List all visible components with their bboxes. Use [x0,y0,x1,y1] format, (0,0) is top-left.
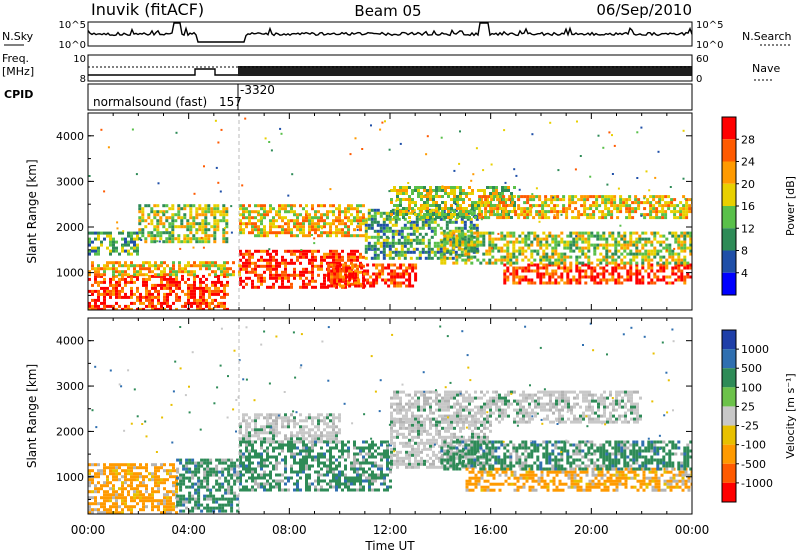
velocity-region-0 [88,463,178,514]
freq-tick-high: 10 [73,54,86,65]
nsky-tick-low: 10^0 [59,40,86,51]
velocity-colorbar-tick-6: -500 [741,458,766,471]
nave-tick-high: 60 [696,54,709,65]
velocity-colorbar-tick-5: -100 [741,439,766,452]
power-region-3 [138,204,229,244]
power-colorbar-label: Power [dB] [784,176,797,236]
velocity-y-tick-1: 2000 [56,425,84,438]
station-title: Inuvik (fitACF) [91,0,204,19]
velocity-colorbar-seg-3 [722,387,736,407]
x-tick-3: 12:00 [373,523,408,537]
velocity-y-axis-label: Slant Range [km] [25,364,39,468]
power-colorbar-seg-1 [722,139,736,162]
velocity-colorbar-tick-7: -1000 [741,477,773,490]
power-colorbar: 4 8 12 16 20 24 28 Power [dB] [721,116,797,296]
x-tick-4: 16:00 [473,523,508,537]
nsearch-tick-low: 10^0 [696,40,723,51]
nsearch-label: N.Search [742,30,792,43]
power-y-tick-1: 2000 [56,221,84,234]
x-tick-5: 20:00 [574,523,609,537]
nave-tick-low: 0 [696,74,702,85]
power-panel: 1000 2000 3000 4000 Slant Range [km] [25,112,693,311]
power-colorbar-seg-0 [722,117,736,140]
velocity-colorbar-seg-4 [722,406,736,426]
x-axis-label: Time UT [364,539,415,553]
velocity-colorbar-seg-2 [722,368,736,388]
power-colorbar-tick-5: 24 [741,156,755,169]
x-tick-0: 00:00 [71,523,106,537]
velocity-colorbar-seg-1 [722,349,736,369]
freq-label: Freq. [2,52,29,65]
nave-label: Nave [752,62,780,75]
velocity-y-tick-3: 4000 [56,335,84,348]
velocity-colorbar-label: Velocity [m s⁻¹] [784,373,797,458]
velocity-colorbar-seg-5 [722,425,736,445]
power-colorbar-tick-4: 20 [741,178,755,191]
power-region-6 [327,263,418,288]
power-colorbar-tick-6: 28 [741,133,755,146]
power-region-10 [503,263,692,285]
x-tick-2: 08:00 [272,523,307,537]
power-colorbar-tick-0: 4 [741,267,748,280]
cpid-value-1: 157 [219,95,242,109]
power-y-tick-0: 1000 [56,267,84,280]
freq-panel: Freq. [MHz] 10 8 60 0 Nave [2,52,780,85]
velocity-region-6 [465,467,692,492]
date-title: 06/Sep/2010 [596,1,692,19]
velocity-colorbar: 1000 500 100 25 -25 -100 -500 -1000 Velocity [m … [721,329,797,503]
freq-tick-low: 8 [80,74,86,85]
power-colorbar-seg-7 [722,272,736,295]
cpid-label: CPID [4,88,33,101]
power-colorbar-seg-4 [722,206,736,229]
velocity-y-tick-0: 1000 [56,471,84,484]
velocity-colorbar-tick-4: -25 [741,420,759,433]
velocity-colorbar-tick-2: 100 [741,381,762,394]
power-colorbar-seg-6 [722,250,736,273]
power-colorbar-seg-3 [722,183,736,206]
velocity-colorbar-seg-0 [722,330,736,350]
power-y-tick-2: 3000 [56,175,84,188]
x-tick-1: 04:00 [171,523,206,537]
power-region-11 [440,231,692,265]
velocity-region-5 [390,390,642,424]
x-tick-6: 00:00 [675,523,710,537]
freq-unit: [MHz] [2,65,34,78]
power-region-1 [88,261,241,277]
power-colorbar-tick-2: 12 [741,222,755,235]
velocity-y-tick-2: 3000 [56,380,84,393]
power-colorbar-seg-2 [722,161,736,184]
power-region-9 [478,195,692,220]
power-region-2 [88,231,139,256]
power-colorbar-tick-3: 16 [741,200,755,213]
velocity-colorbar-tick-3: 25 [741,400,755,413]
beam-title: Beam 05 [354,2,421,20]
nsky-label: N.Sky [2,30,34,43]
cpid-panel: CPID normalsound (fast) 157 -3320 [4,83,693,111]
power-colorbar-tick-1: 8 [741,245,748,258]
velocity-region-1 [176,458,240,513]
velocity-colorbar-seg-8 [722,482,736,502]
velocity-colorbar-seg-6 [722,444,736,464]
velocity-colorbar-seg-7 [722,463,736,483]
velocity-region-3 [239,413,341,444]
power-y-axis-label: Slant Range [km] [25,159,39,263]
power-colorbar-seg-5 [722,228,736,251]
velocity-panel: 1000 2000 3000 4000 Slant Range [km] [25,317,693,515]
nsky-tick-high: 10^5 [59,20,86,31]
nsearch-tick-high: 10^5 [696,20,723,31]
velocity-region-2 [239,440,392,492]
velocity-colorbar-tick-0: 1000 [741,343,769,356]
x-axis: 00:00 04:00 08:00 12:00 16:00 20:00 00:00 [71,523,710,537]
power-region-0 [88,274,229,310]
power-region-5 [239,204,365,238]
velocity-colorbar-tick-1: 500 [741,362,762,375]
cpid-name: normalsound (fast) [93,95,207,109]
cpid-value-2: -3320 [240,83,275,97]
nsky-panel: N.Sky 10^5 10^0 10^5 10^0 N.Search [2,20,792,51]
power-y-tick-3: 4000 [56,130,84,143]
velocity-region-7 [440,440,692,471]
